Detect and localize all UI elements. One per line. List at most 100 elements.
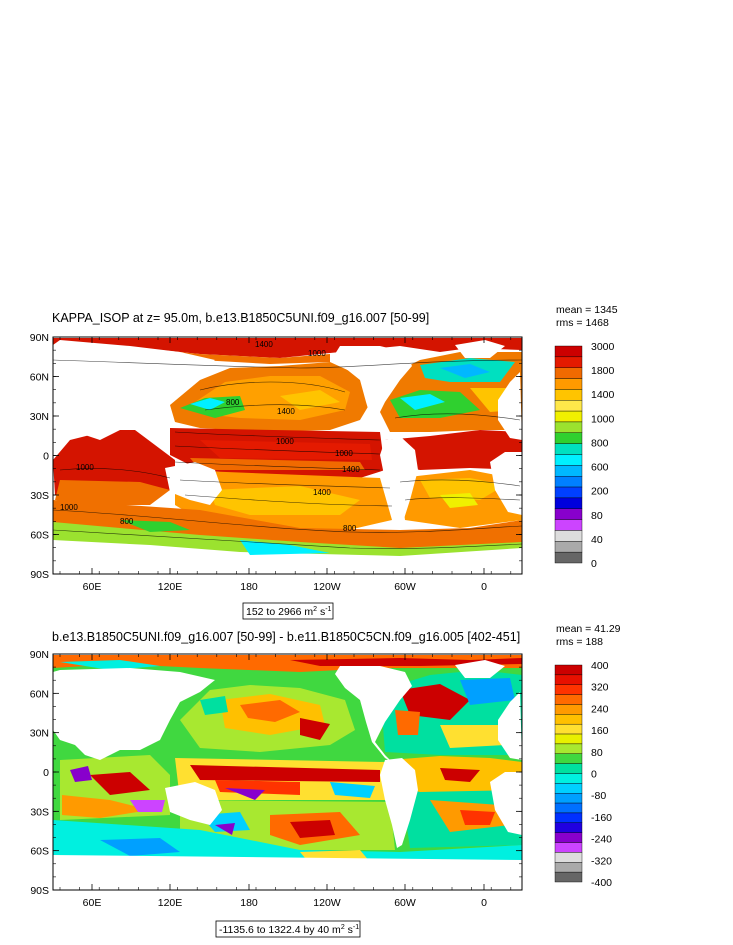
colorbar-label: 200	[591, 486, 609, 498]
colorbar-label: 1000	[591, 413, 615, 425]
colorbar-swatch	[554, 519, 583, 531]
colorbar-label: 3000	[591, 341, 615, 353]
contour-label: 1000	[60, 503, 78, 512]
colorbar-swatch	[554, 694, 583, 705]
colorbar-swatch	[554, 356, 583, 368]
y-tick-label: 90N	[30, 649, 49, 661]
colorbar-swatch	[554, 871, 583, 883]
colorbar-swatch	[554, 400, 583, 412]
colorbar-swatch	[554, 421, 583, 434]
contour-label: 1000	[276, 437, 294, 446]
contour-label: 1400	[255, 340, 273, 349]
colorbar-swatch	[554, 842, 583, 853]
colorbar-swatch	[554, 378, 583, 390]
colorbar-label: 800	[591, 437, 609, 449]
colorbar-label: -80	[591, 790, 606, 802]
contour-label: 800	[226, 398, 240, 407]
contour-label: 1000	[308, 349, 326, 358]
panel-top-range-box: 152 to 2966 m2 s-1	[242, 602, 334, 620]
panel-top-mean: mean = 1345	[556, 304, 618, 316]
x-tick-label: 120W	[313, 581, 341, 593]
x-tick-label: 120E	[158, 897, 183, 909]
colorbar-swatch	[554, 714, 583, 725]
panel-bottom-title: b.e13.B1850C5UNI.f09_g16.007 [50-99] - b…	[52, 630, 520, 644]
y-tick-label: 30N	[30, 728, 49, 740]
colorbar-label: 160	[591, 725, 609, 737]
panel-bottom-mean: mean = 41.29	[556, 623, 621, 635]
colorbar-swatch	[554, 773, 583, 784]
y-tick-label: 30S	[30, 806, 49, 818]
x-tick-label: 60W	[394, 897, 416, 909]
colorbar-swatch	[554, 465, 583, 477]
colorbar-swatch	[554, 486, 583, 499]
colorbar-swatch	[554, 852, 583, 863]
colorbar-bottom: 400 320 240 160 80 0 -80 -160 -240 -320 -400	[554, 660, 612, 889]
y-tick-label: 60N	[30, 688, 49, 700]
map-bottom-axes: 60E 120E 180 120W 60W 0 90N 60N 30N 0 30S 60S 90S	[30, 649, 522, 909]
map-top: 1400 1000 800 1400 1000 1400 1000 1400 8…	[53, 337, 522, 574]
contour-label: 1400	[313, 488, 331, 497]
colorbar-swatch	[554, 664, 583, 676]
colorbar-swatch	[554, 541, 583, 553]
y-tick-label: 30N	[30, 411, 49, 423]
colorbar-swatch	[554, 684, 583, 695]
contour-label: 800	[343, 524, 357, 533]
colorbar-swatch	[554, 454, 583, 466]
colorbar-swatch	[554, 704, 583, 715]
y-tick-label: 90N	[30, 332, 49, 344]
y-tick-label: 0	[43, 767, 49, 779]
colorbar-swatch	[554, 723, 583, 735]
colorbar-label: 1400	[591, 389, 615, 401]
colorbar-label: -160	[591, 812, 612, 824]
colorbar-swatch	[554, 812, 583, 824]
colorbar-swatch	[554, 753, 583, 764]
colorbar-swatch	[554, 763, 583, 774]
y-tick-label: 60S	[30, 530, 49, 542]
colorbar-swatch	[554, 802, 583, 814]
colorbar-label: -240	[591, 834, 612, 846]
colorbar-swatch	[554, 551, 583, 564]
panel-bottom: b.e13.B1850C5UNI.f09_g16.007 [50-99] - b…	[30, 623, 621, 938]
y-tick-label: 30S	[30, 490, 49, 502]
colorbar-swatch	[554, 674, 583, 685]
contour-label: 1000	[76, 463, 94, 472]
colorbar-swatch	[554, 822, 583, 833]
colorbar-label: 80	[591, 510, 603, 522]
contour-label: 800	[120, 517, 134, 526]
svg-text:-1135.6 to 1322.4 by 40 m2 s-1: -1135.6 to 1322.4 by 40 m2 s-1	[219, 924, 359, 936]
colorbar-swatch	[554, 367, 583, 379]
panel-top-rms: rms = 1468	[556, 317, 609, 329]
colorbar-swatch	[554, 389, 583, 401]
y-tick-label: 60N	[30, 372, 49, 384]
colorbar-swatch	[554, 832, 583, 843]
colorbar-swatch	[554, 432, 583, 444]
x-tick-label: 120E	[158, 581, 183, 593]
colorbar-label: 0	[591, 769, 597, 781]
panel-top: KAPPA_ISOP at z= 95.0m, b.e13.B1850C5UNI…	[30, 304, 618, 620]
y-tick-label: 90S	[30, 885, 49, 897]
colorbar-label: 80	[591, 747, 603, 759]
colorbar-swatch	[554, 476, 583, 488]
x-tick-label: 180	[240, 581, 258, 593]
colorbar-swatch	[554, 345, 583, 358]
x-tick-label: 120W	[313, 897, 341, 909]
colorbar-label: 1800	[591, 365, 615, 377]
colorbar-swatch	[554, 783, 583, 794]
colorbar-label: -320	[591, 855, 612, 867]
panel-bottom-range-box: -1135.6 to 1322.4 by 40 m2 s-1	[215, 920, 361, 938]
colorbar-swatch	[554, 743, 583, 754]
colorbar-swatch	[554, 443, 583, 455]
colorbar-swatch	[554, 793, 583, 804]
colorbar-swatch	[554, 508, 583, 520]
colorbar-top: 3000 1800 1400 1000 800 600 200 80 40 0	[554, 341, 615, 570]
contour-label: 1400	[277, 407, 295, 416]
colorbar-label: 40	[591, 534, 603, 546]
svg-text:152 to 2966 m2 s-1: 152 to 2966 m2 s-1	[246, 606, 332, 618]
colorbar-swatch	[554, 530, 583, 542]
x-tick-label: 180	[240, 897, 258, 909]
map-top-axes: 60E 120E 180 120W 60W 0 90N 60N 30N 0 30S 60S 90S	[30, 332, 522, 593]
colorbar-label: 320	[591, 682, 609, 694]
y-tick-label: 0	[43, 451, 49, 463]
colorbar-label: 0	[591, 558, 597, 570]
